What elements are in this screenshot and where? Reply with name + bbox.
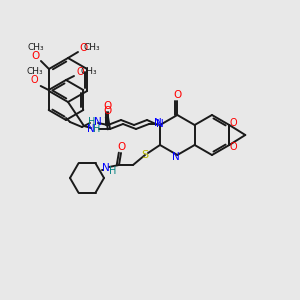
- Text: O: O: [230, 142, 237, 152]
- Text: H: H: [93, 124, 101, 134]
- Text: CH₃: CH₃: [28, 44, 44, 52]
- Text: O: O: [230, 118, 237, 128]
- Text: H: H: [88, 117, 96, 127]
- Text: O: O: [80, 43, 88, 53]
- Text: O: O: [76, 67, 84, 77]
- Text: CH₃: CH₃: [84, 44, 100, 52]
- Text: S: S: [141, 150, 148, 160]
- Text: H: H: [109, 166, 117, 176]
- Text: O: O: [32, 51, 40, 61]
- Text: CH₃: CH₃: [26, 68, 43, 76]
- Text: O: O: [117, 142, 125, 152]
- Text: N: N: [172, 152, 180, 162]
- Text: N: N: [156, 119, 164, 129]
- Text: O: O: [104, 106, 112, 116]
- Text: N: N: [87, 124, 95, 134]
- Text: CH₃: CH₃: [81, 68, 97, 76]
- Text: O: O: [31, 75, 38, 85]
- Text: N: N: [102, 163, 110, 173]
- Text: O: O: [173, 90, 182, 100]
- Text: N: N: [94, 117, 102, 127]
- Text: N: N: [154, 118, 162, 128]
- Text: O: O: [104, 101, 112, 111]
